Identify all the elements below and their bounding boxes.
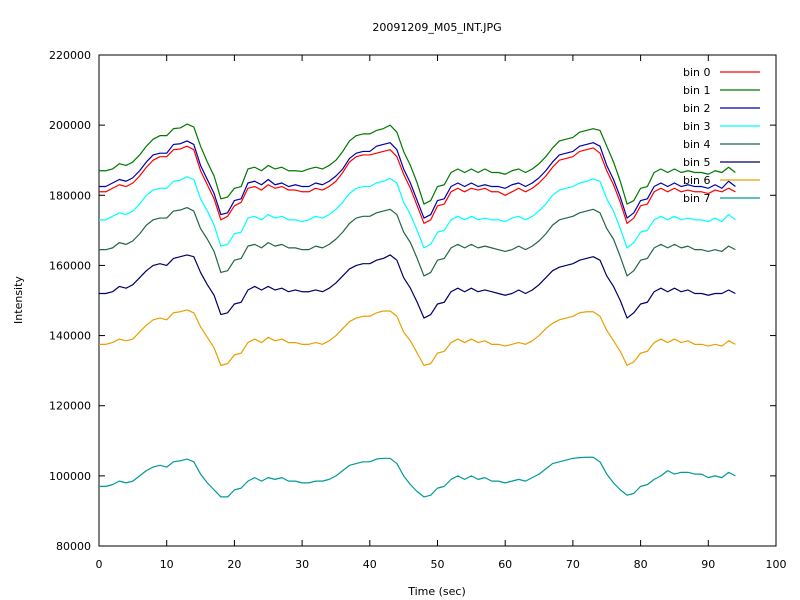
- series-line-bin-4: [99, 206, 736, 277]
- y-axis: 80000 100000 120000 140000 160000 180000 20000…: [49, 49, 776, 553]
- legend-label-bin-7: bin 7: [683, 192, 711, 205]
- legend-label-bin-3: bin 3: [683, 120, 711, 133]
- x-tick-label: 80: [634, 558, 648, 571]
- legend-label-bin-6: bin 6: [683, 174, 711, 187]
- series-line-bin-0: [99, 145, 736, 224]
- legend-label-bin-4: bin 4: [683, 138, 711, 151]
- legend-label-bin-0: bin 0: [683, 66, 711, 79]
- series-line-bin-7: [99, 456, 736, 498]
- series-line-bin-1: [99, 123, 736, 205]
- legend: bin 0 bin 1 bin 2 bin 3 bin 4 bin 5 bin 6 bin 7: [683, 66, 760, 205]
- y-tick-label: 200000: [49, 119, 91, 132]
- y-tick-label: 120000: [49, 400, 91, 413]
- x-tick-label: 40: [363, 558, 377, 571]
- x-tick-label: 30: [295, 558, 309, 571]
- y-tick-label: 80000: [56, 540, 91, 553]
- y-tick-label: 220000: [49, 49, 91, 62]
- x-tick-label: 100: [766, 558, 787, 571]
- x-axis: 0 10 20 30 40 50 60 70 80 90 100: [96, 55, 787, 571]
- plot-border: [98, 54, 777, 547]
- series-line-bin-5: [99, 254, 736, 319]
- x-tick-label: 50: [431, 558, 445, 571]
- y-tick-label: 100000: [49, 470, 91, 483]
- series-group: [99, 123, 736, 498]
- x-tick-label: 70: [566, 558, 580, 571]
- x-tick-label: 10: [160, 558, 174, 571]
- series-line-bin-3: [99, 176, 736, 249]
- x-tick-label: 0: [96, 558, 103, 571]
- chart-title: 20091209_M05_INT.JPG: [372, 21, 501, 34]
- legend-label-bin-2: bin 2: [683, 102, 711, 115]
- plot-frame: [98, 54, 777, 547]
- x-tick-label: 20: [227, 558, 241, 571]
- y-tick-label: 180000: [49, 189, 91, 202]
- series-line-bin-2: [99, 140, 736, 219]
- legend-label-bin-5: bin 5: [683, 156, 711, 169]
- legend-label-bin-1: bin 1: [683, 84, 711, 97]
- x-tick-label: 90: [701, 558, 715, 571]
- series-line-bin-6: [99, 309, 736, 366]
- y-tick-label: 140000: [49, 330, 91, 343]
- x-axis-label: Time (sec): [407, 585, 466, 598]
- y-axis-label: Intensity: [12, 276, 25, 324]
- y-tick-label: 160000: [49, 259, 91, 272]
- x-tick-label: 60: [498, 558, 512, 571]
